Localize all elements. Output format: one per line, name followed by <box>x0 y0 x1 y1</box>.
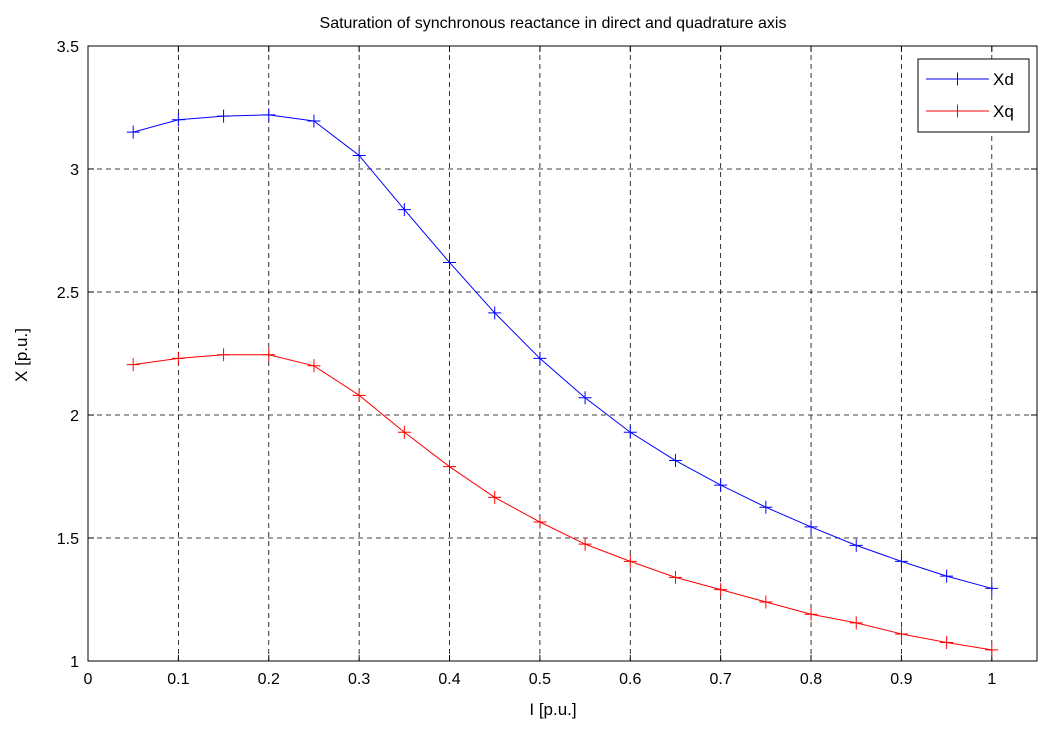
series-layer <box>126 108 999 657</box>
data-point-marker <box>623 425 637 439</box>
y-tick-label: 2 <box>70 408 79 425</box>
data-point-marker <box>307 359 321 373</box>
x-tick-label: 0.3 <box>348 671 370 688</box>
x-axis-label: I [p.u.] <box>529 700 576 719</box>
legend-swatch-marker <box>951 72 964 86</box>
x-tick-label: 0.6 <box>619 671 641 688</box>
data-point-marker <box>849 538 863 552</box>
x-tick-label: 0.1 <box>167 671 189 688</box>
data-point-marker <box>352 388 366 402</box>
data-point-marker <box>217 109 231 123</box>
data-point-marker <box>171 351 185 365</box>
data-point-marker <box>849 616 863 630</box>
plot-frame <box>87 45 1038 662</box>
data-point-marker <box>714 478 728 492</box>
data-point-marker <box>488 490 502 504</box>
y-axis-label: X [p.u.] <box>12 328 31 382</box>
data-point-marker <box>985 643 999 657</box>
data-point-marker <box>307 114 321 128</box>
data-point-marker <box>894 627 908 641</box>
legend-swatch-marker <box>951 104 964 118</box>
tick-layer: 0 0.1 0.2 0.3 0.4 0.5 0.6 0.7 0.8 0.9 1 1 1.5 2 2.5 3 3.… <box>57 39 1037 688</box>
x-tick-label: 0.8 <box>800 671 822 688</box>
x-tick-label: 0.4 <box>438 671 460 688</box>
data-point-marker <box>262 108 276 122</box>
x-tick-label: 0 <box>84 671 93 688</box>
data-point-marker <box>985 581 999 595</box>
data-point-marker <box>804 520 818 534</box>
x-tick-label: 0.9 <box>890 671 912 688</box>
x-tick-label: 0.7 <box>710 671 732 688</box>
data-point-marker <box>940 569 954 583</box>
data-point-marker <box>397 203 411 217</box>
y-tick-label: 2.5 <box>57 285 79 302</box>
data-point-marker <box>488 306 502 320</box>
y-tick-label: 1 <box>70 654 79 671</box>
legend-label: Xd <box>993 70 1014 89</box>
data-point-marker <box>262 348 276 362</box>
legend-label: Xq <box>993 102 1014 121</box>
data-point-marker <box>533 351 547 365</box>
data-point-marker <box>533 515 547 529</box>
x-tick-label: 1 <box>987 671 996 688</box>
grid-layer <box>88 46 1037 661</box>
series-xq <box>126 348 999 657</box>
legend: Xd Xq <box>917 58 1030 133</box>
data-point-marker <box>940 636 954 650</box>
data-point-marker <box>894 554 908 568</box>
data-point-marker <box>804 607 818 621</box>
data-point-marker <box>126 125 140 139</box>
series-line <box>133 114 992 589</box>
data-point-marker <box>578 391 592 405</box>
data-point-marker <box>171 113 185 127</box>
data-point-marker <box>759 500 773 514</box>
legend-box <box>917 58 1030 133</box>
series-line <box>133 354 992 651</box>
x-tick-label: 0.5 <box>529 671 551 688</box>
data-point-marker <box>126 358 140 372</box>
data-point-marker <box>352 148 366 162</box>
data-point-marker <box>578 537 592 551</box>
data-point-marker <box>714 583 728 597</box>
y-tick-label: 3.5 <box>57 39 79 56</box>
data-point-marker <box>623 554 637 568</box>
chart-title: Saturation of synchronous reactance in d… <box>320 15 787 32</box>
data-point-marker <box>443 255 457 269</box>
data-point-marker <box>668 570 682 584</box>
series-xd <box>126 108 999 595</box>
data-point-marker <box>217 348 231 362</box>
data-point-marker <box>668 454 682 468</box>
data-point-marker <box>443 460 457 474</box>
data-point-marker <box>397 425 411 439</box>
data-point-marker <box>759 595 773 609</box>
x-tick-label: 0.2 <box>258 671 280 688</box>
y-tick-label: 1.5 <box>57 531 79 548</box>
y-tick-label: 3 <box>70 162 79 179</box>
